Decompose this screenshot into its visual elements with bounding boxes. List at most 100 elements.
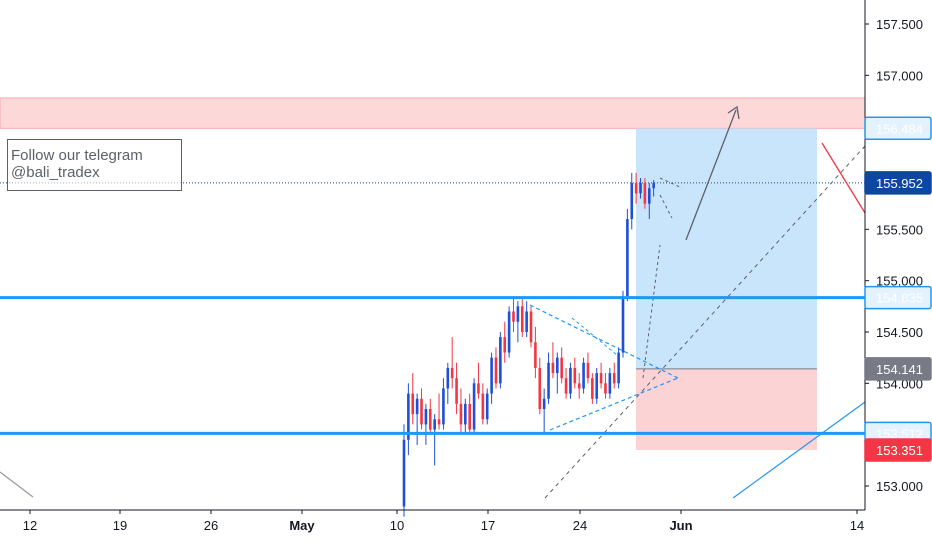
candle [464,398,467,435]
note-line-2: @bali_tradex [11,164,100,181]
candle [420,388,423,430]
telegram-note[interactable]: Follow our telegram @bali_tradex [7,139,182,191]
price-tag-label: 153.351 [876,443,923,458]
time-tick-label: 19 [113,518,127,533]
candle-body [547,362,550,399]
horizontal-levels[interactable] [0,296,865,435]
candle-body [534,342,537,368]
candle [595,367,599,404]
candle-body [411,393,415,415]
gray-trendline [0,471,34,498]
candle [599,362,603,389]
candle [634,172,638,204]
candle-body [582,362,585,389]
candle [538,357,542,415]
candle [516,301,520,343]
note-line-1: Follow our telegram [11,147,143,164]
candle-body [556,357,559,374]
time-tick-label: May [289,518,315,533]
candle [534,326,537,379]
candle-body [612,373,616,384]
price-tag-current-price: 155.952 [864,171,932,195]
candle [612,362,616,389]
candle-body [643,183,647,204]
projection-arrow-head [727,105,740,120]
candle-body [516,306,520,322]
candle [639,178,642,199]
candle-body [595,373,599,399]
candle [402,424,406,517]
candle-body [647,188,651,204]
candle [428,398,432,435]
price-axis[interactable]: 157.500157.000155.500155.000154.500154.0… [864,0,923,510]
price-tag-label: 156.484 [876,121,923,136]
candle [564,367,568,399]
candle-body [538,367,542,409]
candle-body [512,311,515,322]
candle [573,357,577,389]
candle [490,352,493,404]
candle-body [630,183,634,220]
candle [569,362,572,399]
candle [481,383,485,425]
candle-body [608,373,612,394]
target-zone [636,128,817,369]
price-tag-box [864,438,932,462]
price-tick-label: 157.000 [876,68,923,83]
price-tick-label: 154.500 [876,325,923,340]
candle-body [415,398,419,415]
time-tick-label: 24 [573,518,587,533]
candle-body [560,357,563,379]
candle-body [420,398,423,425]
price-tag-box [864,116,932,141]
candle [525,301,528,338]
candle [604,373,607,399]
candle-body [494,357,498,384]
candle-body [604,383,607,394]
candle-body [424,409,428,425]
candle [450,337,454,389]
candle [472,378,476,435]
candle-body [407,393,410,440]
candle-body [490,357,493,394]
price-tag-label: 153.512 [876,426,923,441]
candle-body [551,362,555,374]
candle [529,306,533,348]
candle-body [634,183,638,194]
time-axis[interactable]: 12 19 26 May 10 17 24 Jun 14 [0,509,865,533]
candle-body [446,367,450,389]
candle [407,383,410,456]
candle-body [437,419,441,425]
candle-body [525,311,528,332]
candle [652,180,655,197]
candle [591,373,594,404]
candle [608,367,612,399]
candle [494,347,498,389]
candle-body [639,183,642,194]
candle [424,403,428,445]
candle [547,352,550,404]
candle-body [626,219,629,297]
candle-body [472,383,476,430]
candle-body [591,378,594,399]
time-tick-label: 10 [390,518,404,533]
price-tag-stop: 153.351 [864,438,932,462]
candle-body [542,398,546,409]
price-tag-box [864,171,932,195]
price-tick-label: 153.000 [876,479,923,494]
candle-body [507,311,511,353]
price-tick-label: 155.500 [876,222,923,237]
candle-body [621,296,625,353]
price-tag-support-upper: 154.835 [864,285,932,310]
pattern-line [571,317,618,356]
candle [520,299,524,338]
candle [586,352,590,384]
candle-body [481,393,485,420]
candle [560,347,563,384]
time-tick-label: Jun [669,518,692,533]
candle-body [450,367,454,379]
candle [621,290,625,358]
candle-body [520,306,524,332]
candle [446,362,450,404]
